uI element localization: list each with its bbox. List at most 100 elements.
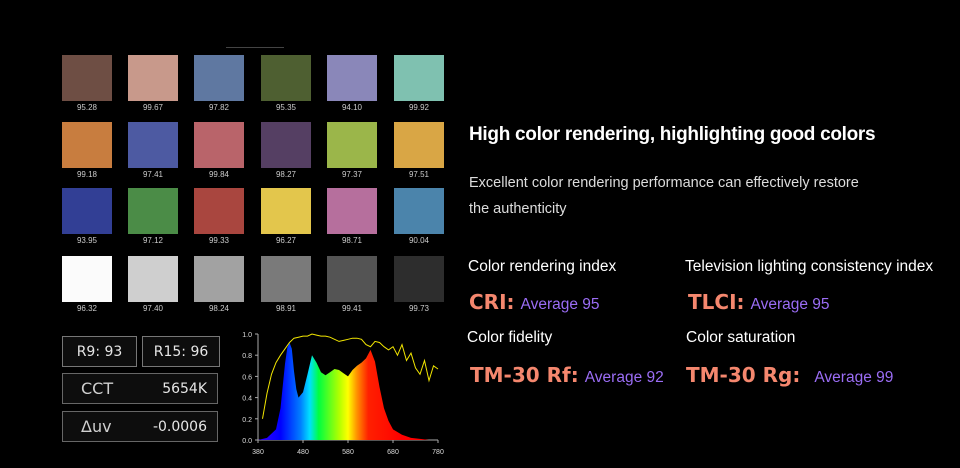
top-divider bbox=[226, 47, 284, 48]
color-swatch: 99.33 bbox=[194, 188, 244, 245]
y-tick-label: 0.6 bbox=[242, 374, 252, 381]
swatch-chip bbox=[394, 122, 444, 168]
r15-value: R15: 96 bbox=[153, 343, 209, 360]
rf-key: TM-30 Rf: bbox=[470, 363, 579, 387]
color-swatch: 97.41 bbox=[128, 122, 178, 179]
swatch-chip bbox=[327, 122, 377, 168]
rf-average: Average 92 bbox=[584, 369, 664, 386]
tlci-label: Television lighting consistency index bbox=[685, 258, 934, 275]
cct-readout: CCT 5654K bbox=[62, 373, 218, 404]
color-swatch: 99.18 bbox=[62, 122, 112, 179]
swatch-chip bbox=[261, 122, 311, 168]
swatch-value: 97.51 bbox=[408, 170, 430, 179]
reference-line bbox=[262, 333, 439, 419]
swatch-chip bbox=[394, 55, 444, 101]
duv-label: Δuv bbox=[81, 417, 112, 436]
cri-label: Color rendering index bbox=[468, 258, 617, 275]
swatch-value: 97.37 bbox=[341, 170, 363, 179]
color-swatch: 95.28 bbox=[62, 55, 112, 112]
swatch-value: 97.41 bbox=[142, 170, 164, 179]
spectral-distribution-chart: 0.0 0.2 0.4 0.6 0.8 1.0 380 480 580 680 780 bbox=[242, 332, 444, 456]
swatch-value: 98.71 bbox=[341, 236, 363, 245]
swatch-value: 96.27 bbox=[275, 236, 297, 245]
swatch-chip bbox=[194, 256, 244, 302]
rf-label: Color fidelity bbox=[467, 329, 553, 346]
swatch-chip bbox=[62, 256, 112, 302]
r9-value: R9: 93 bbox=[76, 343, 123, 360]
y-tick-label: 0.2 bbox=[242, 417, 252, 424]
swatch-value: 99.84 bbox=[208, 170, 230, 179]
swatch-chip bbox=[394, 188, 444, 234]
r15-readout: R15: 96 bbox=[142, 336, 220, 367]
duv-value: -0.0006 bbox=[152, 418, 207, 435]
cct-value: 5654K bbox=[162, 380, 207, 397]
color-swatch: 98.91 bbox=[261, 256, 311, 313]
y-tick-label: 1.0 bbox=[242, 332, 252, 339]
y-tick-label: 0.0 bbox=[242, 438, 252, 445]
swatch-chip bbox=[62, 188, 112, 234]
rf-metric: TM-30 Rf: Average 92 bbox=[470, 363, 664, 387]
color-swatch: 96.32 bbox=[62, 256, 112, 313]
swatch-chip bbox=[327, 188, 377, 234]
r9-readout: R9: 93 bbox=[62, 336, 137, 367]
color-swatch: 98.71 bbox=[327, 188, 377, 245]
swatch-chip bbox=[327, 256, 377, 302]
cct-label: CCT bbox=[81, 379, 114, 398]
swatch-chip bbox=[194, 55, 244, 101]
color-swatch: 98.24 bbox=[194, 256, 244, 313]
duv-readout: Δuv -0.0006 bbox=[62, 411, 218, 442]
swatch-chip bbox=[62, 55, 112, 101]
cri-metric: CRI: Average 95 bbox=[469, 290, 600, 314]
swatch-chip bbox=[128, 188, 178, 234]
swatch-chip bbox=[128, 256, 178, 302]
swatch-value: 98.27 bbox=[275, 170, 297, 179]
color-swatch: 99.67 bbox=[128, 55, 178, 112]
y-tick-label: 0.8 bbox=[242, 353, 252, 360]
swatch-value: 90.04 bbox=[408, 236, 430, 245]
swatch-value: 98.24 bbox=[208, 304, 230, 313]
rg-metric: TM-30 Rg: Average 99 bbox=[686, 363, 893, 387]
rg-label: Color saturation bbox=[686, 329, 796, 346]
swatch-value: 97.12 bbox=[142, 236, 164, 245]
swatch-value: 97.82 bbox=[208, 103, 230, 112]
y-tick-label: 0.4 bbox=[242, 396, 252, 403]
x-tick-label: 480 bbox=[297, 449, 309, 456]
color-swatch: 97.51 bbox=[394, 122, 444, 179]
meter-readout-panel: R9: 93 R15: 96 CCT 5654K Δuv -0.0006 bbox=[62, 333, 220, 448]
swatch-value: 93.95 bbox=[76, 236, 98, 245]
swatch-value: 94.10 bbox=[341, 103, 363, 112]
swatch-chip bbox=[62, 122, 112, 168]
color-swatch: 90.04 bbox=[394, 188, 444, 245]
swatch-chip bbox=[261, 55, 311, 101]
color-swatch: 93.95 bbox=[62, 188, 112, 245]
swatch-value: 99.67 bbox=[142, 103, 164, 112]
swatch-chip bbox=[327, 55, 377, 101]
color-swatch: 94.10 bbox=[327, 55, 377, 112]
swatch-chip bbox=[128, 55, 178, 101]
tlci-key: TLCI: bbox=[688, 290, 745, 314]
swatch-chip bbox=[261, 188, 311, 234]
color-swatch: 99.41 bbox=[327, 256, 377, 313]
cri-average: Average 95 bbox=[520, 296, 600, 313]
color-swatch: 97.37 bbox=[327, 122, 377, 179]
headline: High color rendering, highlighting good … bbox=[469, 124, 876, 145]
swatch-value: 99.33 bbox=[208, 236, 230, 245]
color-swatch: 97.12 bbox=[128, 188, 178, 245]
rg-average: Average 99 bbox=[814, 369, 894, 386]
color-swatch: 95.35 bbox=[261, 55, 311, 112]
swatch-value: 99.73 bbox=[408, 304, 430, 313]
swatch-value: 97.40 bbox=[142, 304, 164, 313]
color-swatch: 98.27 bbox=[261, 122, 311, 179]
swatch-value: 96.32 bbox=[76, 304, 98, 313]
cri-key: CRI: bbox=[469, 290, 515, 314]
rg-key: TM-30 Rg: bbox=[686, 363, 801, 387]
tlci-average: Average 95 bbox=[750, 296, 830, 313]
color-swatch: 97.40 bbox=[128, 256, 178, 313]
color-swatch: 99.73 bbox=[394, 256, 444, 313]
swatch-chip bbox=[261, 256, 311, 302]
swatch-value: 99.41 bbox=[341, 304, 363, 313]
color-swatch: 97.82 bbox=[194, 55, 244, 112]
x-tick-label: 380 bbox=[252, 449, 264, 456]
swatch-chip bbox=[128, 122, 178, 168]
color-swatch: 99.92 bbox=[394, 55, 444, 112]
